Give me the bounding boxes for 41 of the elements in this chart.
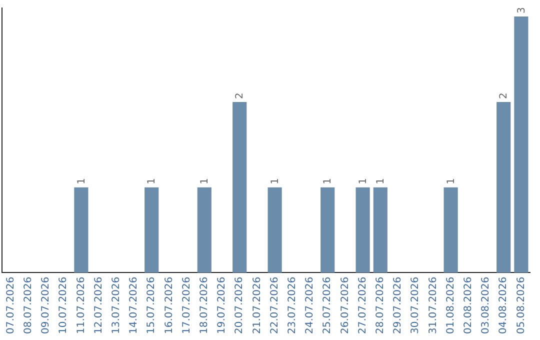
x-tick-label: 28.07.2026 [374,276,386,334]
data-label: 1 [375,178,386,184]
x-tick-label: 12.07.2026 [93,276,104,334]
x-tick-label: 05.08.2026 [516,276,527,334]
x-tick-label: 21.07.2026 [252,276,263,334]
x-tick-label: 10.07.2026 [58,276,70,334]
x-tick-label: 17.07.2026 [181,276,192,334]
x-tick-label: 04.08.2026 [498,276,510,334]
x-tick-label: 20.07.2026 [234,276,246,334]
x-tick-label: 30.07.2026 [410,276,422,334]
data-label: 2 [498,92,510,99]
data-label: 2 [234,92,246,99]
x-tick-label: 14.07.2026 [128,276,140,334]
x-tick-label: 01.08.2026 [445,276,456,334]
x-tick-label: 03.08.2026 [480,276,492,334]
x-tick-label: 16.07.2026 [164,276,175,334]
data-label: 1 [358,178,369,184]
x-tick-label: 19.07.2026 [216,276,228,334]
x-tick-label: 09.07.2026 [40,276,52,334]
x-tick-label: 29.07.2026 [392,276,404,334]
x-tick-label: 27.07.2026 [357,276,368,334]
x-tick-label: 07.07.2026 [5,276,16,334]
x-tick-label: 31.07.2026 [428,276,439,334]
x-tick-label: 22.07.2026 [269,276,280,334]
data-label: 1 [76,178,88,184]
x-tick-label: 15.07.2026 [146,276,158,334]
x-tick-label: 26.07.2026 [340,276,351,334]
x-tick-label: 11.07.2026 [76,276,87,334]
data-label: 1 [146,178,158,184]
x-tick-label: 24.07.2026 [304,276,316,334]
data-label: 1 [446,178,457,184]
x-tick-label: 08.07.2026 [22,276,34,334]
x-tick-label: 18.07.2026 [198,276,210,334]
x-tick-label: 23.07.2026 [286,276,298,334]
data-label: 3 [516,7,528,14]
data-label: 1 [322,178,334,184]
data-label: 1 [199,178,210,184]
data-label: 1 [270,178,281,184]
x-tick-label: 13.07.2026 [110,276,122,334]
x-tick-label: 02.08.2026 [462,276,474,334]
x-tick-label: 25.07.2026 [322,276,334,334]
